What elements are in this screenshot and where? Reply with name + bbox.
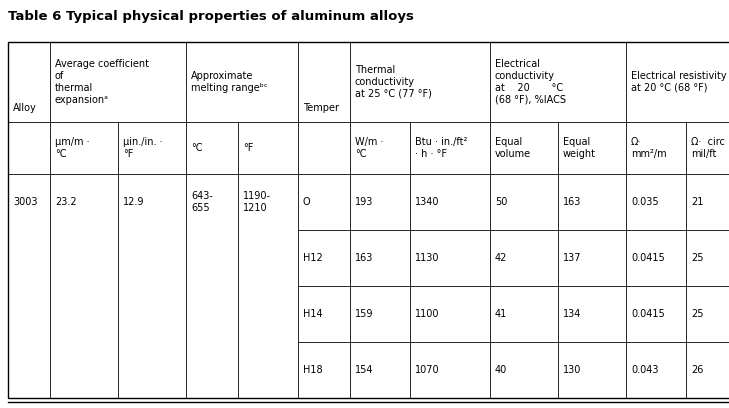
Text: 12.9: 12.9 — [123, 197, 144, 207]
Text: Equal
weight: Equal weight — [563, 137, 596, 159]
Text: 130: 130 — [563, 365, 581, 375]
Text: 1130: 1130 — [415, 253, 440, 263]
Text: 0.0415: 0.0415 — [631, 253, 665, 263]
Text: 25: 25 — [691, 309, 703, 319]
Text: Thermal
conductivity
at 25 °C (77 °F): Thermal conductivity at 25 °C (77 °F) — [355, 65, 432, 99]
Text: 41: 41 — [495, 309, 507, 319]
Text: 0.035: 0.035 — [631, 197, 658, 207]
Text: 163: 163 — [355, 253, 373, 263]
Text: Electrical resistivity
at 20 °C (68 °F): Electrical resistivity at 20 °C (68 °F) — [631, 71, 727, 93]
Text: O: O — [303, 197, 311, 207]
Text: 1070: 1070 — [415, 365, 440, 375]
Text: W/m ·
°C: W/m · °C — [355, 137, 383, 159]
Text: H12: H12 — [303, 253, 323, 263]
Text: Btu · in./ft²
· h · °F: Btu · in./ft² · h · °F — [415, 137, 467, 159]
Text: 50: 50 — [495, 197, 507, 207]
Text: Electrical
conductivity
at    20       °C
(68 °F), %IACS: Electrical conductivity at 20 °C (68 °F)… — [495, 59, 566, 105]
Text: Approximate
melting rangeᵇᶜ: Approximate melting rangeᵇᶜ — [191, 71, 268, 93]
Text: 42: 42 — [495, 253, 507, 263]
Text: Temper: Temper — [303, 103, 339, 113]
Text: 21: 21 — [691, 197, 703, 207]
Text: 163: 163 — [563, 197, 581, 207]
Text: 154: 154 — [355, 365, 373, 375]
Text: 137: 137 — [563, 253, 582, 263]
Text: Ω·  circ
mil/ft: Ω· circ mil/ft — [691, 137, 725, 159]
Text: 26: 26 — [691, 365, 703, 375]
Text: 134: 134 — [563, 309, 581, 319]
Text: 1100: 1100 — [415, 309, 440, 319]
Text: °C: °C — [191, 143, 203, 153]
Text: 0.043: 0.043 — [631, 365, 658, 375]
Text: 25: 25 — [691, 253, 703, 263]
Text: Equal
volume: Equal volume — [495, 137, 531, 159]
Text: 3003: 3003 — [13, 197, 37, 207]
Text: 0.0415: 0.0415 — [631, 309, 665, 319]
Bar — [8, 42, 729, 398]
Text: 159: 159 — [355, 309, 373, 319]
Text: Alloy: Alloy — [13, 103, 36, 113]
Text: Ω·
mm²/m: Ω· mm²/m — [631, 137, 666, 159]
Text: Average coefficient
of
thermal
expansionᵃ: Average coefficient of thermal expansion… — [55, 59, 149, 105]
Text: μin./in. ·
°F: μin./in. · °F — [123, 137, 163, 159]
Text: 23.2: 23.2 — [55, 197, 77, 207]
Text: H18: H18 — [303, 365, 323, 375]
Text: μm/m ·
°C: μm/m · °C — [55, 137, 90, 159]
Text: °F: °F — [243, 143, 254, 153]
Text: 40: 40 — [495, 365, 507, 375]
Text: 643-
655: 643- 655 — [191, 191, 213, 213]
Text: 193: 193 — [355, 197, 373, 207]
Text: 1340: 1340 — [415, 197, 440, 207]
Text: 1190-
1210: 1190- 1210 — [243, 191, 271, 213]
Text: Table 6 Typical physical properties of aluminum alloys: Table 6 Typical physical properties of a… — [8, 10, 414, 23]
Text: H14: H14 — [303, 309, 323, 319]
